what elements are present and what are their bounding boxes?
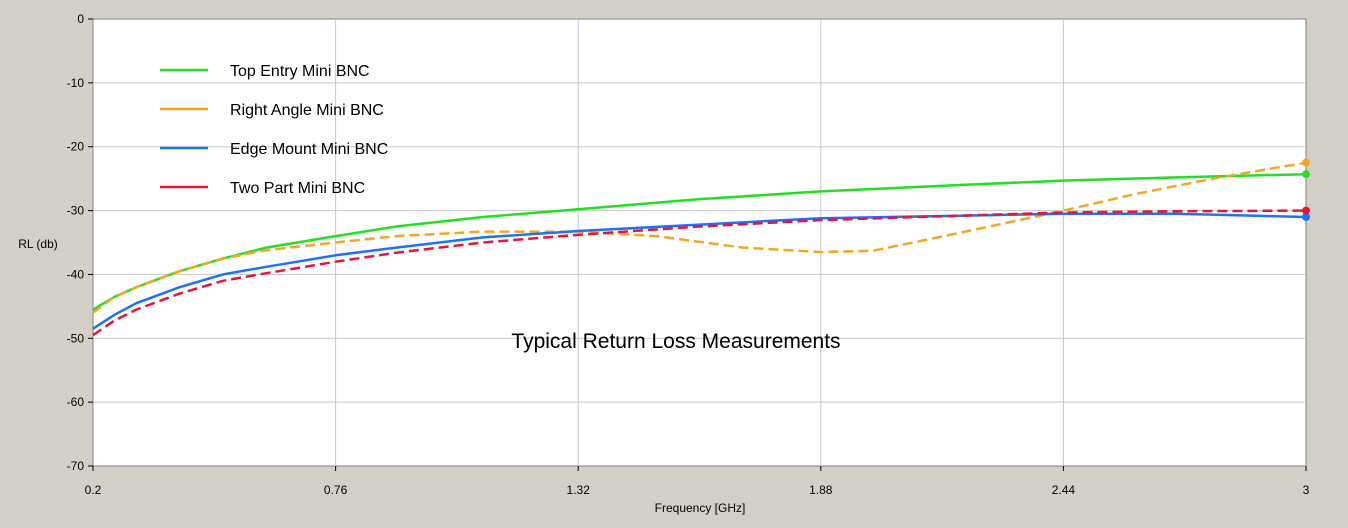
end-markers <box>1302 158 1310 221</box>
x-tick-label: 1.88 <box>809 483 833 497</box>
legend-label: Two Part Mini BNC <box>230 180 365 197</box>
y-axis-label: RL (db) <box>18 237 58 251</box>
legend: Top Entry Mini BNC Right Angle Mini BNC Ed… <box>160 63 388 197</box>
series-line-4 <box>92 209 1307 337</box>
x-tick-label: 0.2 <box>85 483 102 497</box>
x-tick-label: 2.44 <box>1052 483 1076 497</box>
y-tick-label: -30 <box>67 204 85 218</box>
series-end-marker <box>1302 212 1310 221</box>
y-axis-ticks: 0 -10 -20 -30 -40 -50 -60 -70 <box>67 12 93 473</box>
y-tick-label: 0 <box>77 12 84 26</box>
y-tick-label: -60 <box>67 395 85 409</box>
series-line-1 <box>92 172 1307 311</box>
legend-label: Right Angle Mini BNC <box>230 102 384 119</box>
y-tick-label: -10 <box>67 76 85 90</box>
y-tick-label: -50 <box>67 331 85 345</box>
series-end-marker <box>1302 170 1310 179</box>
x-tick-label: 0.76 <box>324 483 348 497</box>
legend-label: Edge Mount Mini BNC <box>230 141 388 158</box>
y-tick-label: -20 <box>67 140 85 154</box>
x-tick-label: 3 <box>1303 483 1310 497</box>
grid <box>93 19 1306 466</box>
y-tick-label: -70 <box>67 459 85 473</box>
series-end-marker <box>1302 158 1310 167</box>
x-tick-label: 1.32 <box>567 483 591 497</box>
x-axis-ticks: 0.2 0.76 1.32 1.88 2.44 3 <box>85 466 1310 497</box>
series-lines <box>92 161 1307 337</box>
series-end-marker <box>1302 206 1310 215</box>
chart-title: Typical Return Loss Measurements <box>511 330 840 353</box>
legend-label: Top Entry Mini BNC <box>230 63 370 80</box>
x-axis-label: Frequency [GHz] <box>655 501 746 515</box>
y-tick-label: -40 <box>67 267 85 281</box>
